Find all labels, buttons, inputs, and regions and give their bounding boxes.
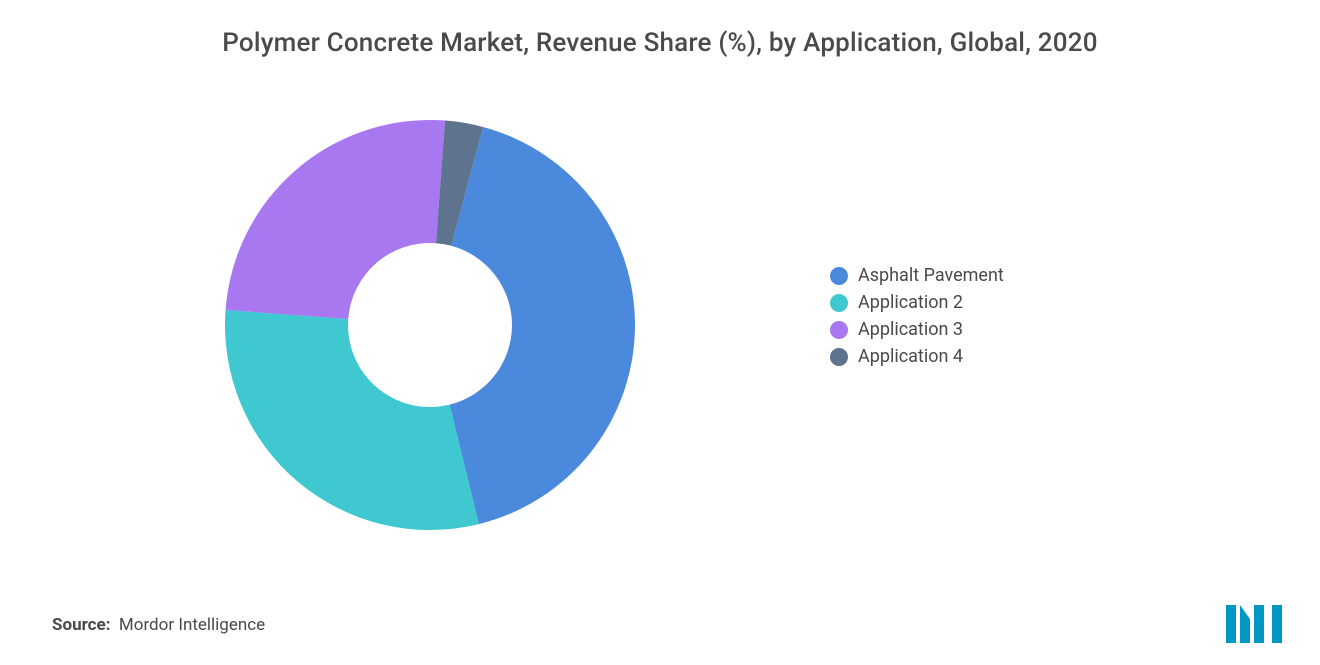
source-line: Source: Mordor Intelligence — [52, 615, 265, 635]
legend: Asphalt Pavement Application 2 Application… — [830, 265, 1004, 373]
donut-slice — [450, 127, 635, 524]
legend-label: Application 3 — [858, 319, 963, 340]
source-prefix: Source: — [52, 615, 110, 635]
legend-swatch-icon — [830, 348, 848, 366]
legend-swatch-icon — [830, 321, 848, 339]
legend-label: Asphalt Pavement — [858, 265, 1004, 286]
legend-swatch-icon — [830, 267, 848, 285]
legend-item: Application 3 — [830, 319, 1004, 340]
chart-title: Polymer Concrete Market, Revenue Share (… — [0, 0, 1320, 58]
legend-label: Application 2 — [858, 292, 963, 313]
brand-logo-icon — [1226, 599, 1292, 647]
donut-slice — [225, 310, 479, 530]
donut-chart — [210, 105, 650, 545]
legend-swatch-icon — [830, 294, 848, 312]
source-text: Mordor Intelligence — [119, 615, 265, 635]
chart-area: Asphalt Pavement Application 2 Application… — [0, 90, 1320, 590]
legend-item: Asphalt Pavement — [830, 265, 1004, 286]
legend-item: Application 4 — [830, 346, 1004, 367]
donut-slice — [226, 120, 445, 319]
legend-item: Application 2 — [830, 292, 1004, 313]
legend-label: Application 4 — [858, 346, 963, 367]
